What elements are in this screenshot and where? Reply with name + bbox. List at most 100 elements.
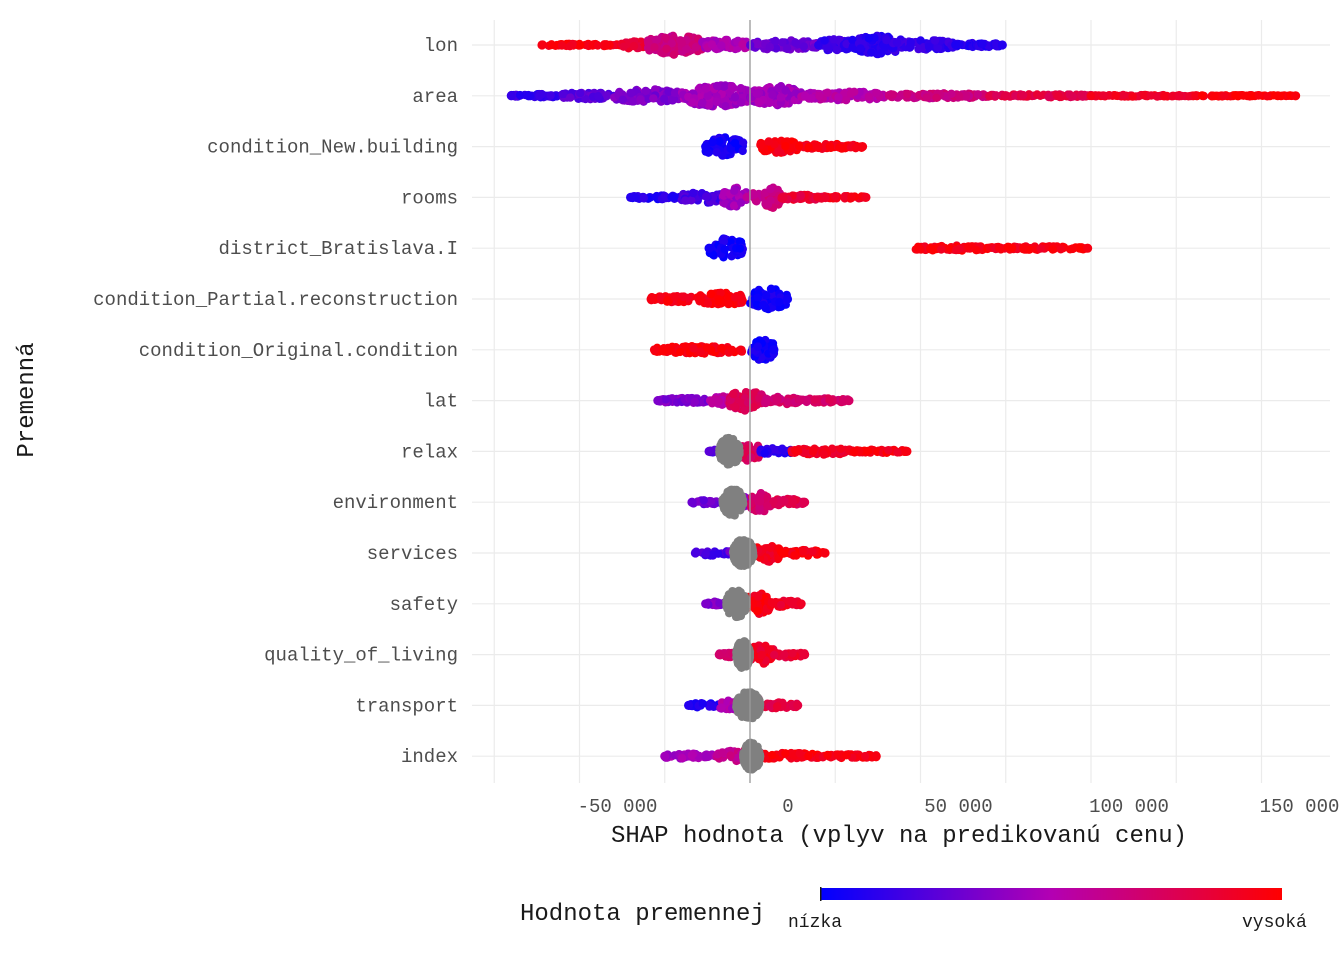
swarm-point-extreme — [649, 345, 660, 355]
swarm-point-extreme — [796, 599, 806, 609]
swarm-point — [1119, 90, 1128, 100]
swarm-point — [772, 396, 782, 405]
swarm-point — [652, 35, 661, 44]
swarm-point-extreme — [704, 446, 714, 456]
swarm-point — [667, 192, 676, 202]
swarm-point — [712, 97, 721, 107]
swarm-point — [1263, 92, 1272, 101]
swarm-point — [727, 345, 737, 355]
swarm-point-na — [728, 446, 737, 455]
swarm-point — [714, 397, 723, 406]
swarm-point — [661, 33, 670, 43]
swarm-point — [765, 98, 774, 108]
swarm-point — [688, 188, 698, 198]
swarm-point — [1191, 91, 1201, 100]
swarm-point — [820, 36, 829, 45]
swarm-point — [735, 244, 745, 253]
swarm-point — [1065, 90, 1075, 99]
swarm-point — [1167, 92, 1177, 101]
swarm-safety — [701, 586, 806, 622]
swarm-point-na — [731, 499, 740, 508]
swarm-point — [867, 48, 876, 57]
swarm-point — [815, 91, 824, 101]
swarm-point — [641, 86, 650, 96]
swarm-transport — [684, 688, 803, 723]
swarm-index — [660, 738, 881, 774]
swarm-point — [581, 94, 590, 104]
swarm-point — [659, 94, 669, 104]
swarm-point — [662, 44, 671, 53]
swarm-point — [1099, 91, 1108, 100]
swarm-point — [922, 93, 931, 102]
swarm-point — [903, 89, 912, 99]
swarm-point — [808, 447, 818, 456]
swarm-point — [698, 699, 707, 708]
swarm-point-na — [735, 561, 744, 570]
swarm-point — [778, 549, 787, 558]
swarm-point — [835, 143, 844, 152]
swarm-point — [1003, 242, 1013, 251]
swarm-point — [690, 397, 700, 406]
swarm-point — [776, 93, 785, 102]
swarm-point — [706, 497, 716, 506]
swarm-point — [933, 43, 943, 52]
swarm-point — [738, 146, 747, 156]
swarm-point — [763, 200, 773, 209]
swarm-point-extreme — [769, 345, 779, 355]
swarm-point — [675, 347, 685, 357]
swarm-point — [1273, 91, 1282, 101]
swarm-point — [1077, 90, 1086, 100]
swarm-point — [719, 82, 729, 91]
swarm-point — [772, 702, 782, 711]
swarm-point — [696, 292, 705, 301]
swarm-point — [840, 192, 850, 201]
swarm-point-na — [752, 697, 761, 706]
swarm-point — [702, 192, 711, 201]
swarm-point-extreme — [690, 548, 701, 558]
swarm-point — [701, 549, 710, 558]
swarm-point — [1075, 243, 1084, 252]
swarm-point-na — [725, 494, 734, 503]
swarm-point — [726, 751, 735, 760]
swarm-point — [814, 40, 823, 50]
swarm-point — [807, 94, 816, 103]
swarm-point-extreme — [800, 497, 810, 507]
swarm-point — [771, 44, 781, 53]
swarm-lon — [537, 31, 1007, 59]
swarm-point — [916, 245, 925, 254]
swarm-point — [738, 138, 748, 147]
swarm-point — [756, 140, 765, 149]
swarm-point — [888, 90, 897, 99]
swarm-point — [893, 448, 902, 457]
swarm-point — [704, 101, 714, 110]
swarm-point — [760, 449, 769, 458]
swarm-point — [1147, 91, 1156, 100]
swarm-point — [618, 95, 627, 104]
swarm-point-extreme — [646, 294, 656, 304]
swarm-point — [602, 40, 611, 49]
swarm-point — [930, 36, 940, 45]
swarm-point — [546, 91, 555, 100]
swarm-point-na — [742, 658, 752, 668]
swarm-point-extreme — [1291, 91, 1301, 101]
swarm-point — [1036, 91, 1045, 101]
swarm-point — [660, 191, 669, 201]
swarm-point — [537, 89, 546, 99]
swarm-area — [506, 81, 1301, 111]
swarm-point — [810, 395, 819, 404]
swarm-point — [708, 137, 717, 147]
swarm-point — [706, 289, 716, 298]
swarm-point — [629, 41, 639, 51]
swarm-point — [951, 40, 960, 50]
swarm-point — [557, 41, 567, 50]
swarm-point — [851, 144, 860, 153]
swarm-point — [991, 91, 1001, 100]
swarm-point — [644, 38, 653, 48]
swarm-point — [994, 243, 1004, 252]
swarm-point — [691, 43, 701, 52]
swarm-point — [766, 543, 775, 552]
swarm-point — [687, 751, 696, 760]
swarm-point — [864, 92, 873, 101]
swarm-point — [848, 35, 857, 45]
swarm-point — [829, 35, 838, 44]
